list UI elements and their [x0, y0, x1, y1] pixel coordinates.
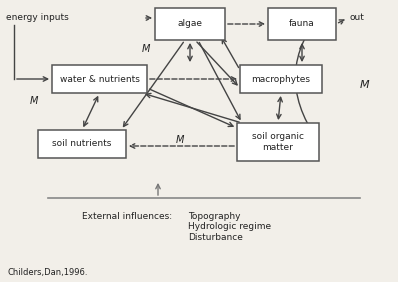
Bar [268, 8, 336, 40]
Text: macrophytes: macrophytes [252, 74, 310, 83]
Bar [240, 65, 322, 93]
Text: algae: algae [178, 19, 203, 28]
Text: soil nutrients: soil nutrients [52, 140, 112, 149]
Text: Topography
Hydrologic regime
Disturbance: Topography Hydrologic regime Disturbance [188, 212, 271, 242]
Text: energy inputs: energy inputs [6, 14, 69, 23]
Bar [155, 8, 225, 40]
Text: Childers,Dan,1996.: Childers,Dan,1996. [8, 268, 88, 277]
Text: M: M [30, 96, 38, 106]
Text: M: M [360, 80, 370, 90]
Text: fauna: fauna [289, 19, 315, 28]
Text: M: M [142, 44, 150, 54]
Text: M: M [176, 135, 184, 145]
Text: out: out [350, 14, 365, 23]
Text: soil organic
matter: soil organic matter [252, 132, 304, 152]
Bar [52, 65, 147, 93]
Bar [38, 130, 126, 158]
Bar [237, 123, 319, 161]
Text: External influences:: External influences: [82, 212, 172, 221]
Text: water & nutrients: water & nutrients [60, 74, 139, 83]
